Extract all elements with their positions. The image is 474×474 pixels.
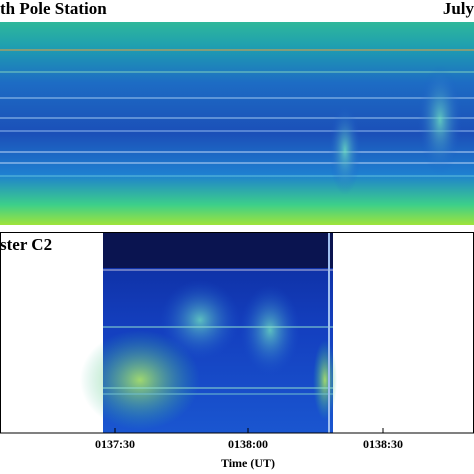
panel-title: th Pole Station — [0, 0, 107, 18]
x-tick-label: 0137:30 — [95, 437, 135, 451]
interference-lines — [0, 49, 474, 177]
emission — [313, 340, 337, 420]
emission — [418, 65, 462, 175]
emission — [80, 330, 200, 430]
panel-title: ster C2 — [0, 235, 52, 254]
panel-subtitle: July — [443, 0, 474, 18]
interference-lines — [103, 232, 333, 433]
emission — [240, 285, 300, 375]
x-ticks — [114, 428, 384, 433]
emission — [329, 105, 361, 195]
x-tick-label: 0138:00 — [228, 437, 268, 451]
x-axis-label: Time (UT) — [221, 456, 275, 470]
spectrogram-top — [0, 22, 474, 225]
quiet-band — [103, 232, 333, 268]
emission — [160, 280, 240, 360]
x-tick-label: 0138:30 — [363, 437, 403, 451]
